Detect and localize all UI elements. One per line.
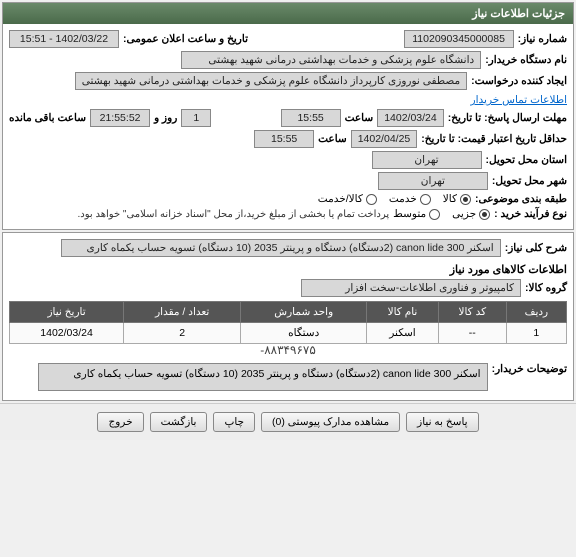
city-value: تهران	[378, 172, 488, 190]
radio-goods[interactable]: کالا	[443, 193, 471, 205]
radio-dot-icon	[429, 209, 440, 220]
validity-time: 15:55	[254, 130, 314, 148]
radio-both[interactable]: کالا/خدمت	[318, 193, 377, 205]
need-number-label: شماره نیاز:	[518, 33, 567, 45]
radio-mid-label: متوسط	[393, 208, 426, 220]
deadline-time: 15:55	[281, 109, 341, 127]
validity-date: 1402/04/25	[351, 130, 418, 148]
phone-fragment: ۸۸۳۴۹۶۷۵-	[9, 343, 567, 357]
radio-mid[interactable]: متوسط	[393, 208, 440, 220]
remaining-time: 21:55:52	[90, 109, 150, 127]
buyer-value: دانشگاه علوم پزشکی و خدمات بهداشتی درمان…	[181, 51, 481, 69]
cell-date: 1402/03/24	[10, 323, 124, 344]
main-panel: جزئیات اطلاعات نیاز شماره نیاز: 11020903…	[2, 2, 574, 230]
back-button[interactable]: بازگشت	[150, 412, 208, 432]
desc-label: شرح کلی نیاز:	[505, 242, 567, 254]
validity-label: حداقل تاریخ اعتبار قیمت: تا تاریخ:	[421, 133, 567, 145]
th-unit: واحد شمارش	[241, 302, 367, 323]
th-date: تاریخ نیاز	[10, 302, 124, 323]
buyer-label: نام دستگاه خریدار:	[485, 54, 567, 66]
contact-link[interactable]: اطلاعات تماس خریدار	[471, 94, 567, 106]
radio-dot-icon	[366, 194, 377, 205]
cell-unit: دستگاه	[241, 323, 367, 344]
radio-goods-label: کالا	[443, 193, 457, 205]
province-value: تهران	[372, 151, 482, 169]
radio-low-label: جزیی	[452, 208, 476, 220]
radio-dot-icon	[460, 194, 471, 205]
cell-row: 1	[506, 323, 566, 344]
radio-service[interactable]: خدمت	[389, 193, 431, 205]
process-label: نوع فرآیند خرید :	[494, 208, 567, 220]
time-label-1: ساعت	[345, 112, 374, 124]
attachments-button[interactable]: مشاهده مدارک پیوستی (0)	[261, 412, 400, 432]
print-button[interactable]: چاپ	[213, 412, 255, 432]
panel-title: جزئیات اطلاعات نیاز	[3, 3, 573, 24]
reply-button[interactable]: پاسخ به نیاز	[406, 412, 478, 432]
group-label: گروه کالا:	[525, 282, 567, 294]
detail-panel: شرح کلی نیاز: اسکنر canon lide 300 (2دست…	[2, 232, 574, 401]
process-radio-group: جزیی متوسط	[393, 208, 490, 220]
need-number-value: 1102090345000085	[404, 30, 514, 48]
panel-body: شماره نیاز: 1102090345000085 تاریخ و ساع…	[3, 24, 573, 229]
city-label: شهر محل تحویل:	[492, 175, 567, 187]
table-row[interactable]: 1 -- اسکنر دستگاه 2 1402/03/24	[10, 323, 567, 344]
classify-label: طبقه بندی موضوعی:	[475, 193, 567, 205]
cell-code: --	[438, 323, 506, 344]
radio-dot-icon	[420, 194, 431, 205]
creator-value: مصطفی نوروزی کارپرداز دانشگاه علوم پزشکی…	[75, 72, 467, 90]
table-header-row: ردیف کد کالا نام کالا واحد شمارش تعداد /…	[10, 302, 567, 323]
buyer-desc-value: اسکنر canon lide 300 (2دستگاه) دستگاه و …	[38, 363, 488, 391]
announce-label: تاریخ و ساعت اعلان عمومی:	[123, 33, 248, 45]
time-label-2: ساعت	[318, 133, 347, 145]
creator-label: ایجاد کننده درخواست:	[471, 75, 567, 87]
deadline-date: 1402/03/24	[377, 109, 444, 127]
desc-value: اسکنر canon lide 300 (2دستگاه) دستگاه و …	[61, 239, 501, 257]
classify-radio-group: کالا خدمت کالا/خدمت	[318, 193, 471, 205]
footer-buttons: پاسخ به نیاز مشاهده مدارک پیوستی (0) چاپ…	[0, 403, 576, 440]
day-value: 1	[181, 109, 211, 127]
exit-button[interactable]: خروج	[97, 412, 143, 432]
cell-qty: 2	[124, 323, 241, 344]
radio-service-label: خدمت	[389, 193, 417, 205]
items-title: اطلاعات کالاهای مورد نیاز	[9, 263, 567, 276]
items-table: ردیف کد کالا نام کالا واحد شمارش تعداد /…	[9, 301, 567, 344]
deadline-label: مهلت ارسال پاسخ: تا تاریخ:	[448, 112, 567, 124]
th-row: ردیف	[506, 302, 566, 323]
radio-both-label: کالا/خدمت	[318, 193, 363, 205]
th-qty: تعداد / مقدار	[124, 302, 241, 323]
announce-value: 1402/03/22 - 15:51	[9, 30, 119, 48]
remaining-label: ساعت باقی مانده	[9, 112, 86, 124]
province-label: استان محل تحویل:	[486, 154, 567, 166]
radio-dot-icon	[479, 209, 490, 220]
group-value: کامپیوتر و فناوری اطلاعات-سخت افزار	[301, 279, 521, 297]
cell-name: اسکنر	[367, 323, 439, 344]
process-note: پرداخت تمام یا بخشی از مبلغ خرید،از محل …	[78, 209, 390, 220]
th-code: کد کالا	[438, 302, 506, 323]
buyer-desc-label: توضیحات خریدار:	[492, 363, 567, 375]
th-name: نام کالا	[367, 302, 439, 323]
day-label: روز و	[154, 112, 177, 124]
radio-low[interactable]: جزیی	[452, 208, 490, 220]
